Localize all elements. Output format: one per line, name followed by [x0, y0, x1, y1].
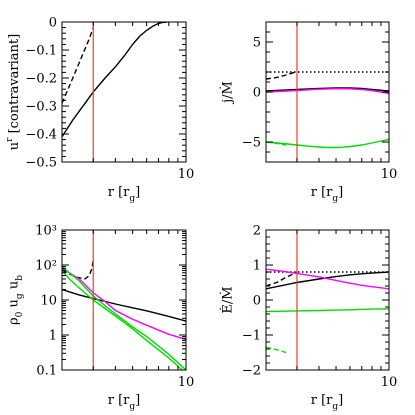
plot-area-0: 10 0 −0.1 −0.2 −0.3 −0.4 −0.5 [25, 16, 194, 183]
y-tick-label-2-0: 10³ [35, 224, 57, 239]
series-line-1-2 [266, 87, 389, 92]
plot-frame-3 [265, 229, 390, 371]
y-axis-label-0-rest: [contravariant] [7, 34, 22, 138]
series-line-2-2 [62, 267, 186, 341]
series-group-1 [266, 70, 389, 149]
series-line-2-0 [62, 288, 186, 322]
y-tick-label-2-2: 10 [40, 294, 57, 309]
series-line-2-4 [62, 269, 184, 370]
series-line-3-4 [266, 308, 389, 313]
y-tick-label-0-1: −0.1 [25, 44, 57, 59]
x-tick-label-1-0: 10 [381, 167, 398, 182]
plot-area-2: 10 10³ 10² 10 1 0.1 [35, 224, 194, 391]
x-axis-label-0: r [rg] [108, 185, 140, 204]
y-tick-label-3-2: 0 [253, 294, 261, 309]
y-tick-label-0-2: −0.2 [25, 72, 57, 87]
y-axis-label-2: ρ0 ug ub [7, 275, 25, 325]
y-tick-label-2-3: 1 [49, 329, 57, 344]
y-tick-label-1-0: 5 [253, 36, 261, 51]
series-group-0 [62, 22, 167, 138]
series-line-0-0 [62, 22, 167, 138]
plot-frame-0 [61, 21, 187, 163]
y-tick-label-0-0: 0 [49, 16, 57, 31]
y-axis-label-0-sup: r [5, 137, 15, 142]
panel-0: 10 0 −0.1 −0.2 −0.3 −0.4 −0.5 ur [contravarian… [5, 16, 195, 205]
y-tick-label-0-4: −0.4 [25, 128, 57, 143]
plot-frame-1 [265, 21, 390, 163]
plot-frame-2 [61, 229, 187, 371]
y-tick-label-2-1: 10² [35, 259, 57, 274]
series-group-2 [62, 259, 186, 370]
x-axis-label-2: r [rg] [108, 393, 140, 412]
y-tick-label-3-0: 2 [253, 224, 261, 239]
series-line-0-1 [62, 27, 94, 104]
y-axis-label-0-main: u [7, 142, 22, 150]
y-tick-label-1-1: 0 [253, 86, 261, 101]
y-tick-label-3-4: −2 [242, 364, 261, 379]
y-tick-label-3-1: 1 [253, 259, 261, 274]
series-line-1-4 [266, 138, 389, 149]
y-tick-label-2-4: 0.1 [36, 364, 57, 379]
y-axis-label-0: ur [contravariant] [5, 34, 22, 150]
y-tick-label-0-5: −0.5 [25, 156, 57, 171]
y-tick-label-0-3: −0.3 [25, 100, 57, 115]
series-line-1-3 [266, 87, 389, 95]
x-tick-label-0-0: 10 [178, 167, 195, 182]
y-tick-label-1-2: −5 [242, 136, 261, 151]
x-axis-label-3: r [rg] [311, 393, 343, 412]
panel-2: 10 10³ 10² 10 1 0.1 ρ0 ug ub r [rg] [7, 224, 195, 413]
series-line-1-1 [266, 70, 298, 80]
series-group-3 [266, 268, 389, 354]
x-axis-label-1: r [rg] [311, 185, 343, 204]
panel-1: 10 5 0 −5 j/Ṁ r [rg] [219, 21, 398, 204]
series-line-2-3 [62, 266, 186, 370]
plot-area-1: 10 5 0 −5 [242, 21, 398, 182]
series-line-3-2 [266, 271, 389, 290]
series-line-3-3 [266, 268, 389, 290]
x-tick-label-2-0: 10 [178, 375, 195, 390]
y-axis-label-1: j/Ṁ [219, 81, 236, 105]
x-tick-label-3-0: 10 [381, 375, 398, 390]
y-axis-label-3: Ė/Ṁ [219, 286, 236, 313]
y-tick-label-3-3: −1 [242, 329, 261, 344]
series-line-3-5 [266, 346, 287, 354]
